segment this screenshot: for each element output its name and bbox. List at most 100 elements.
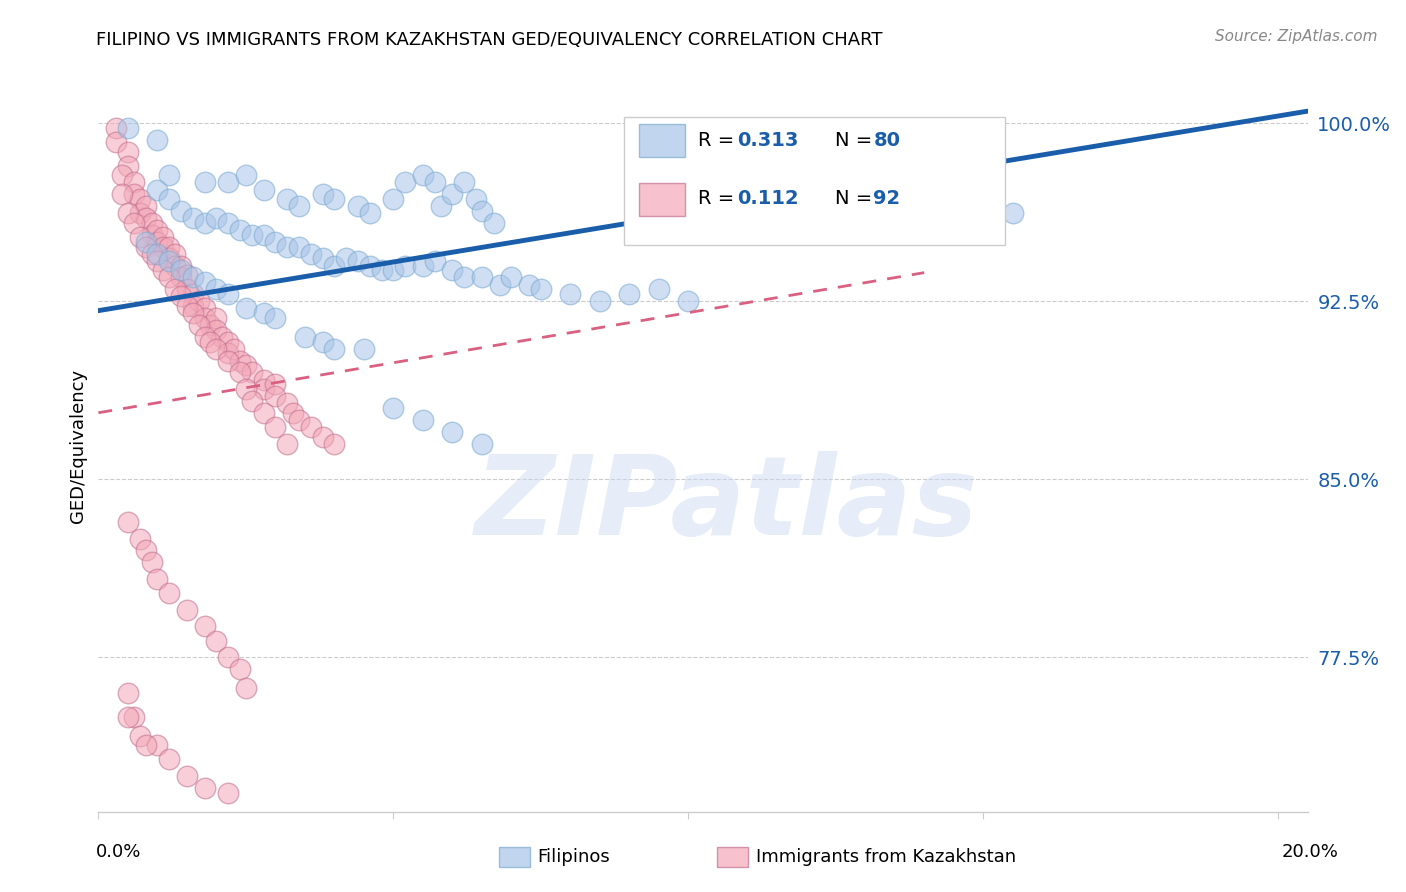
Point xyxy=(619,287,641,301)
Text: Immigrants from Kazakhstan: Immigrants from Kazakhstan xyxy=(756,848,1017,866)
Point xyxy=(187,294,209,309)
Point xyxy=(229,662,252,676)
Point xyxy=(135,211,157,225)
Point xyxy=(187,318,209,332)
Point xyxy=(128,230,150,244)
Point xyxy=(152,239,174,253)
Point xyxy=(181,211,204,225)
Point xyxy=(157,586,180,600)
Point xyxy=(205,323,228,337)
Point xyxy=(288,413,311,427)
Point xyxy=(176,299,198,313)
Text: 0.313: 0.313 xyxy=(737,131,799,150)
Point xyxy=(589,294,612,309)
Point xyxy=(205,342,228,356)
Point xyxy=(323,436,346,450)
Point xyxy=(281,406,304,420)
Point xyxy=(194,175,217,189)
Point xyxy=(176,268,198,282)
Point xyxy=(217,786,239,800)
Point xyxy=(141,216,163,230)
Point xyxy=(252,372,274,386)
Point xyxy=(311,429,333,443)
Point xyxy=(252,306,274,320)
Point xyxy=(181,287,204,301)
Text: R =: R = xyxy=(699,131,741,150)
Point xyxy=(194,330,217,344)
Point xyxy=(170,289,193,303)
Point xyxy=(146,223,169,237)
Point xyxy=(146,133,169,147)
Point xyxy=(157,252,180,266)
Point xyxy=(165,246,187,260)
Point xyxy=(117,159,139,173)
Point xyxy=(146,182,169,196)
Point xyxy=(146,235,169,249)
Point xyxy=(128,532,150,546)
Point xyxy=(471,203,494,218)
Point xyxy=(323,342,346,356)
Point xyxy=(181,306,204,320)
Point xyxy=(122,710,145,724)
Point xyxy=(678,294,700,309)
Point xyxy=(252,227,274,242)
Point xyxy=(517,277,540,292)
Point xyxy=(453,270,475,285)
Point xyxy=(370,263,392,277)
Point xyxy=(288,239,311,253)
Point xyxy=(170,270,193,285)
Point xyxy=(111,187,134,202)
Point xyxy=(205,282,228,296)
Point xyxy=(157,239,180,253)
Point xyxy=(146,253,169,268)
Point xyxy=(146,572,169,586)
Point xyxy=(194,619,217,633)
Point xyxy=(240,227,263,242)
Point xyxy=(276,239,298,253)
Point xyxy=(235,301,257,316)
Point xyxy=(176,769,198,783)
Point xyxy=(648,282,671,296)
Text: 80: 80 xyxy=(873,131,900,150)
Point xyxy=(117,206,139,220)
Text: Filipinos: Filipinos xyxy=(537,848,610,866)
Point xyxy=(105,120,128,135)
Point xyxy=(217,346,239,360)
Point xyxy=(252,406,274,420)
Text: 0.112: 0.112 xyxy=(737,189,799,208)
Point xyxy=(128,729,150,743)
Point xyxy=(170,263,193,277)
Point xyxy=(235,681,257,696)
Point xyxy=(152,263,174,277)
Point xyxy=(441,263,464,277)
Point xyxy=(146,246,169,260)
Point xyxy=(157,270,180,285)
Point xyxy=(394,259,416,273)
Point xyxy=(200,318,222,332)
Point xyxy=(382,192,405,206)
Point xyxy=(105,135,128,149)
Point xyxy=(252,182,274,196)
Point xyxy=(141,246,163,260)
Point xyxy=(471,436,494,450)
Point xyxy=(294,330,316,344)
Text: ZIPatlas: ZIPatlas xyxy=(475,451,979,558)
Point xyxy=(217,216,239,230)
Text: 92: 92 xyxy=(873,189,901,208)
Text: N =: N = xyxy=(835,131,879,150)
Text: FILIPINO VS IMMIGRANTS FROM KAZAKHSTAN GED/EQUIVALENCY CORRELATION CHART: FILIPINO VS IMMIGRANTS FROM KAZAKHSTAN G… xyxy=(96,31,882,49)
Point xyxy=(135,199,157,213)
FancyBboxPatch shape xyxy=(638,183,685,216)
Point xyxy=(229,223,252,237)
Point xyxy=(464,192,486,206)
Point xyxy=(530,282,553,296)
Point xyxy=(176,603,198,617)
Point xyxy=(181,270,204,285)
Point xyxy=(217,353,239,368)
Point xyxy=(135,738,157,752)
Text: Source: ZipAtlas.com: Source: ZipAtlas.com xyxy=(1215,29,1378,44)
Point xyxy=(135,235,157,249)
Point xyxy=(217,334,239,349)
Point xyxy=(122,216,145,230)
Point xyxy=(222,342,245,356)
